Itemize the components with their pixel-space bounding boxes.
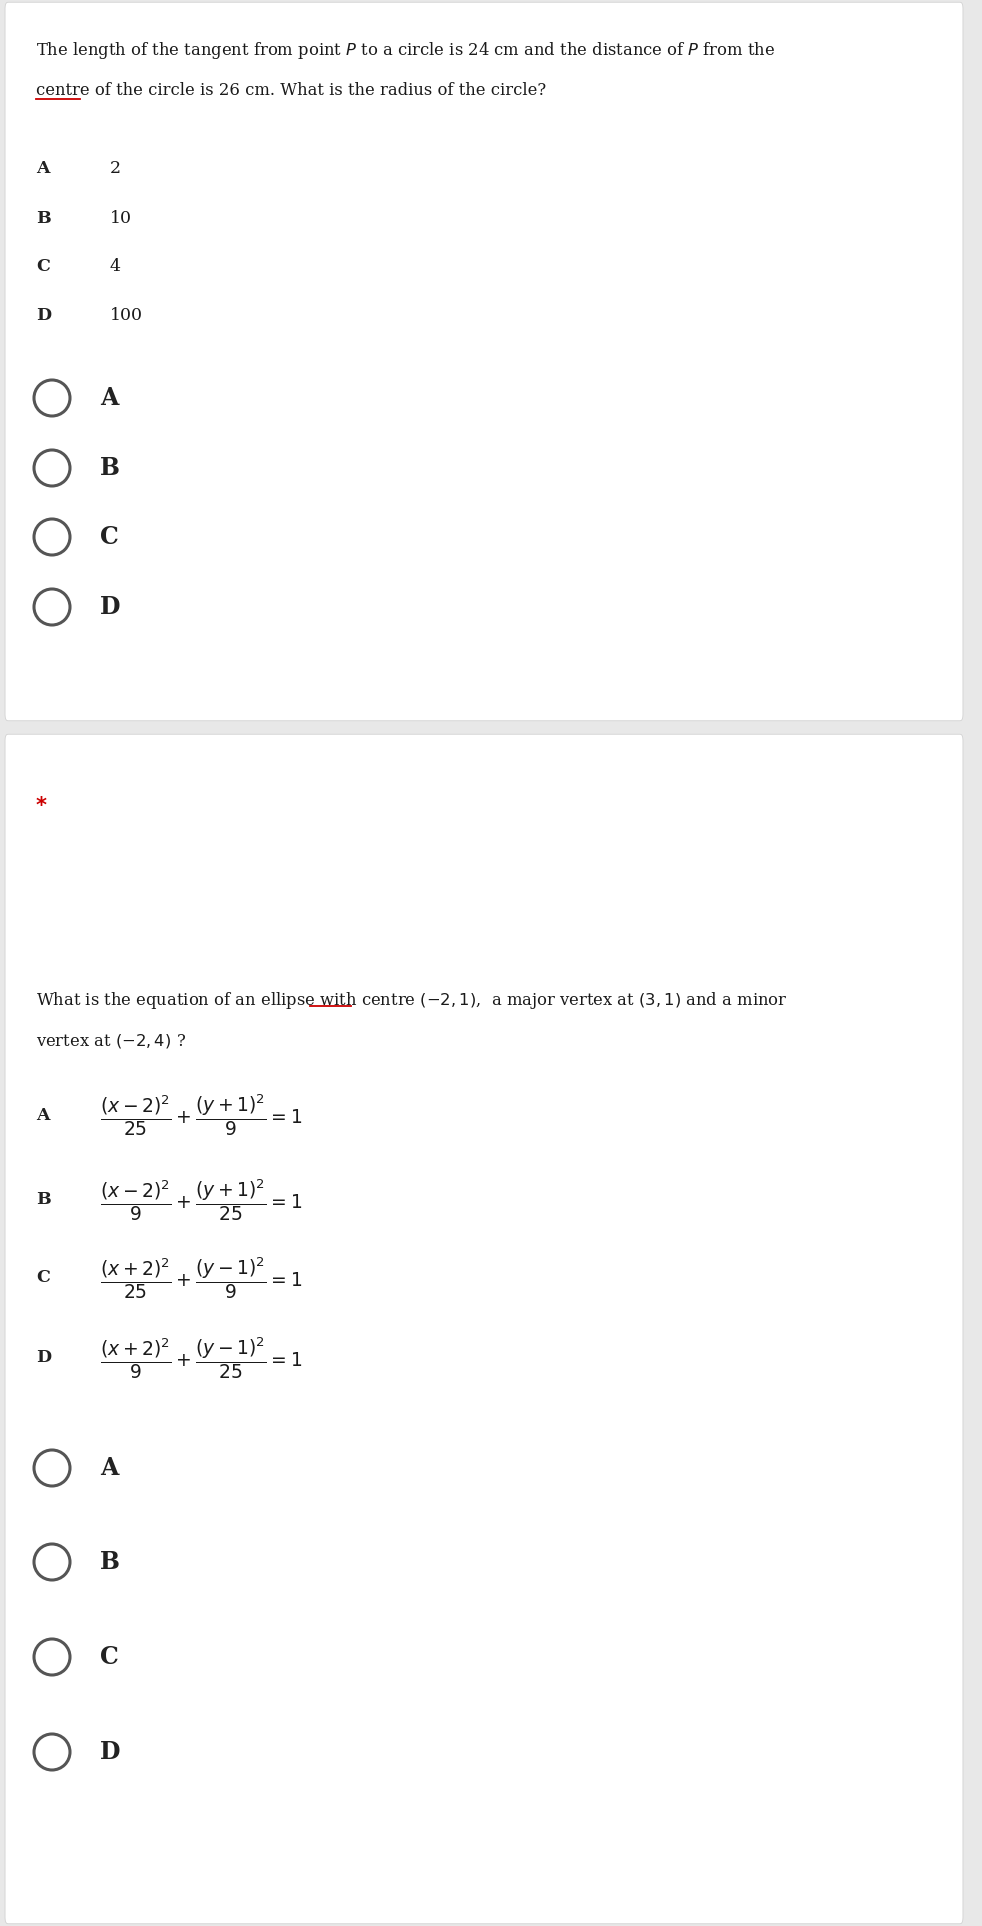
Text: centre of the circle is 26 cm. What is the radius of the circle?: centre of the circle is 26 cm. What is t… — [36, 83, 546, 98]
Text: The length of the tangent from point $P$ to a circle is 24 cm and the distance o: The length of the tangent from point $P$… — [36, 40, 776, 62]
Text: B: B — [36, 1192, 51, 1208]
Text: B: B — [36, 210, 51, 227]
Text: D: D — [36, 306, 51, 324]
Text: 100: 100 — [110, 306, 143, 324]
Text: A: A — [100, 385, 119, 410]
Text: 10: 10 — [110, 210, 132, 227]
Text: 4: 4 — [110, 258, 121, 275]
Text: D: D — [100, 595, 121, 618]
Text: C: C — [100, 526, 119, 549]
Text: B: B — [100, 456, 120, 480]
Text: D: D — [100, 1739, 121, 1764]
Text: C: C — [36, 258, 50, 275]
Text: vertex at $(-2,4)$ ?: vertex at $(-2,4)$ ? — [36, 1032, 186, 1050]
Text: $\dfrac{(x-2)^{2}}{9}+\dfrac{(y+1)^{2}}{25}=1$: $\dfrac{(x-2)^{2}}{9}+\dfrac{(y+1)^{2}}{… — [100, 1177, 302, 1223]
Text: $\dfrac{(x+2)^{2}}{9}+\dfrac{(y-1)^{2}}{25}=1$: $\dfrac{(x+2)^{2}}{9}+\dfrac{(y-1)^{2}}{… — [100, 1335, 302, 1381]
Text: C: C — [100, 1645, 119, 1670]
Text: 2: 2 — [110, 160, 121, 177]
Text: A: A — [36, 160, 49, 177]
Text: What is the equation of an ellipse with centre $(-2,1)$,  a major vertex at $(3,: What is the equation of an ellipse with … — [36, 990, 788, 1011]
Text: C: C — [36, 1269, 50, 1287]
Text: A: A — [36, 1107, 49, 1123]
Text: A: A — [100, 1456, 119, 1479]
Text: B: B — [100, 1550, 120, 1574]
Text: $\dfrac{(x+2)^{2}}{25}+\dfrac{(y-1)^{2}}{9}=1$: $\dfrac{(x+2)^{2}}{25}+\dfrac{(y-1)^{2}}… — [100, 1256, 302, 1300]
Text: *: * — [36, 795, 47, 817]
Text: D: D — [36, 1350, 51, 1367]
Text: $\dfrac{(x-2)^{2}}{25}+\dfrac{(y+1)^{2}}{9}=1$: $\dfrac{(x-2)^{2}}{25}+\dfrac{(y+1)^{2}}… — [100, 1092, 302, 1138]
